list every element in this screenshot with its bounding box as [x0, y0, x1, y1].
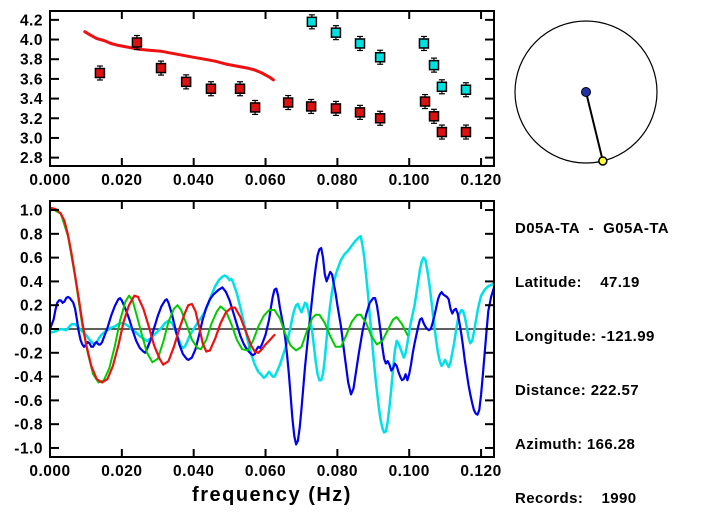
measured-velocity-red-squares-marker: [131, 37, 143, 48]
azimuth-diagram: [514, 20, 658, 166]
correlation-xtick-label: 0.020: [101, 463, 142, 480]
station-info-panel: D05A-TA - G05A-TA Latitude: 47.19 Longit…: [515, 184, 669, 519]
measured-velocity-red-squares-marker: [354, 107, 366, 118]
measured-velocity-red-squares-marker: [419, 96, 431, 107]
correlation-ytick-label: -1.0: [14, 440, 43, 457]
correlation-xtick-label: 0.100: [389, 463, 430, 480]
dispersion-ytick-label: 3.8: [20, 52, 43, 69]
correlation-green: [50, 206, 409, 384]
correlation-plot: 0.000 0.020 0.040 0.060 0.080 0.100 0.120 -1.0 -…: [14, 200, 501, 506]
measured-velocity-red-squares-marker: [234, 83, 246, 94]
measured-velocity-cyan-squares-marker: [418, 38, 430, 49]
azimuth-value: 166.28: [582, 436, 636, 453]
measured-velocity-red-squares-marker: [249, 102, 261, 113]
correlation-ytick-label: 0.4: [20, 274, 43, 291]
measured-velocity-red-squares-marker: [94, 67, 106, 79]
dispersion-xtick-label: 0.120: [460, 172, 501, 189]
correlation-xtick-label: 0.040: [173, 463, 214, 480]
measured-velocity-red-squares-marker: [460, 126, 472, 138]
dispersion-ytick-label: 3.6: [20, 71, 43, 88]
dispersion-xtick-label: 0.000: [29, 172, 70, 189]
dispersion-ytick-label: 3.4: [20, 91, 43, 108]
correlation-xtick-label: 0.080: [317, 463, 358, 480]
measured-velocity-cyan-squares-marker: [460, 84, 472, 95]
remote-station-dot: [598, 156, 608, 166]
dispersion-ytick-label: 4.0: [20, 32, 43, 49]
records-label: Records:: [515, 490, 584, 507]
correlation-ytick-label: -0.6: [14, 393, 43, 410]
correlation-red: [50, 206, 276, 384]
distance-label: Distance:: [515, 382, 587, 399]
measured-velocity-cyan-squares-marker: [374, 52, 386, 63]
measured-velocity-cyan-squares-marker: [354, 38, 366, 49]
correlation-xtick-label: 0.000: [29, 463, 70, 480]
measured-velocity-cyan-squares-marker: [428, 59, 440, 71]
records-row: Records: 1990: [515, 490, 669, 508]
center-station-dot: [581, 87, 591, 97]
dispersion-xtick-label: 0.040: [173, 172, 214, 189]
dispersion-ytick-label: 2.8: [20, 150, 43, 167]
dispersion-xtick-label: 0.060: [245, 172, 286, 189]
measured-velocity-red-squares-marker: [305, 101, 317, 112]
measured-velocity-red-squares-marker: [330, 103, 342, 114]
measured-velocity-cyan-squares-marker: [306, 16, 318, 28]
correlation-blue: [50, 247, 494, 446]
correlation-xlabel: frequency (Hz): [192, 484, 352, 506]
dispersion-ytick-label: 3.0: [20, 130, 43, 147]
measured-velocity-red-squares-marker: [428, 111, 440, 122]
correlation-ytick-label: 1.0: [20, 203, 43, 220]
longitude-label: Longitude:: [515, 328, 597, 345]
latitude-row: Latitude: 47.19: [515, 274, 669, 292]
longitude-row: Longitude: -121.99: [515, 328, 669, 346]
correlation-xtick-label: 0.060: [245, 463, 286, 480]
distance-row: Distance: 222.57: [515, 382, 669, 400]
correlation-ytick-label: 0.8: [20, 226, 43, 243]
measured-velocity-red-squares-marker: [205, 83, 217, 94]
dispersion-xtick-label: 0.100: [389, 172, 430, 189]
measured-velocity-red-squares-marker: [180, 76, 192, 88]
azimuth-circle: [514, 20, 658, 164]
measured-velocity-red-squares-marker: [374, 113, 386, 124]
measured-velocity-cyan-squares-marker: [330, 27, 342, 38]
correlation-ytick-label: -0.8: [14, 417, 43, 434]
correlation-ytick-label: -0.4: [14, 369, 43, 386]
dispersion-series: [83, 14, 472, 140]
measured-velocity-red-squares-marker: [155, 62, 167, 74]
dispersion-plot: 0.000 0.020 0.040 0.060 0.080 0.100 0.120 2.8 3.…: [20, 10, 501, 189]
station-pair-title: D05A-TA - G05A-TA: [515, 220, 669, 237]
correlation-ytick-label: 0.6: [20, 250, 43, 267]
records-value: 1990: [583, 490, 637, 507]
azimuth-label: Azimuth:: [515, 436, 583, 453]
measured-velocity-red-squares-marker: [436, 126, 448, 138]
correlation-ytick-label: -0.2: [14, 345, 43, 362]
dispersion-xtick-label: 0.020: [101, 172, 142, 189]
latitude-label: Latitude:: [515, 274, 582, 291]
dispersion-frame: [49, 10, 495, 167]
correlation-series: [50, 206, 494, 446]
azimuth-line: [585, 91, 604, 162]
measured-velocity-red-squares-marker: [282, 97, 294, 108]
measured-velocity-cyan-squares-marker: [436, 81, 448, 93]
azimuth-row: Azimuth: 166.28: [515, 436, 669, 454]
dispersion-ytick-label: 4.2: [20, 12, 43, 29]
distance-value: 222.57: [586, 382, 639, 399]
reference-velocity-curve: [83, 30, 275, 82]
longitude-value: -121.99: [596, 328, 655, 345]
dispersion-ytick-label: 3.2: [20, 111, 43, 128]
correlation-ytick-label: 0.0: [20, 322, 43, 339]
correlation-xtick-label: 0.120: [460, 463, 501, 480]
latitude-value: 47.19: [581, 274, 640, 291]
correlation-ytick-label: 0.2: [20, 298, 43, 315]
dispersion-xtick-label: 0.080: [317, 172, 358, 189]
